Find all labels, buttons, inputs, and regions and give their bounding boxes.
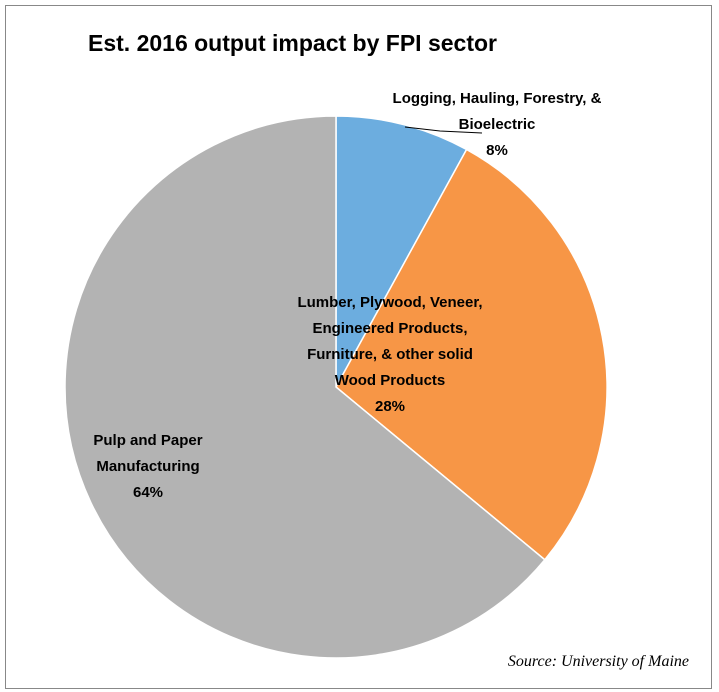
slice: [64, 115, 546, 659]
category-label: Pulp and Paper Manufacturing: [93, 432, 203, 475]
source: Source: University of Maine: [507, 653, 689, 670]
category-label: Lumber, Plywood, Veneer, Engineered Prod…: [297, 294, 483, 389]
slice: [335, 148, 608, 561]
slice-label: Lumber, Plywood, Veneer, Engineered Prod…: [291, 290, 489, 420]
value-label: 8%: [486, 142, 508, 159]
slice: [335, 115, 468, 388]
category-label: Logging, Hauling, Forestry, & Bioelectri…: [392, 90, 602, 133]
value-label: 64%: [132, 484, 164, 501]
leader-line: [404, 126, 483, 134]
chart-title: Est. 2016 output impact by FPI sector: [88, 30, 497, 56]
value-label: 28%: [374, 398, 406, 415]
slice-label: Logging, Hauling, Forestry, & Bioelectri…: [387, 86, 607, 164]
frame: [5, 5, 712, 689]
slice-label: Pulp and Paper Manufacturing 64%: [76, 428, 221, 506]
